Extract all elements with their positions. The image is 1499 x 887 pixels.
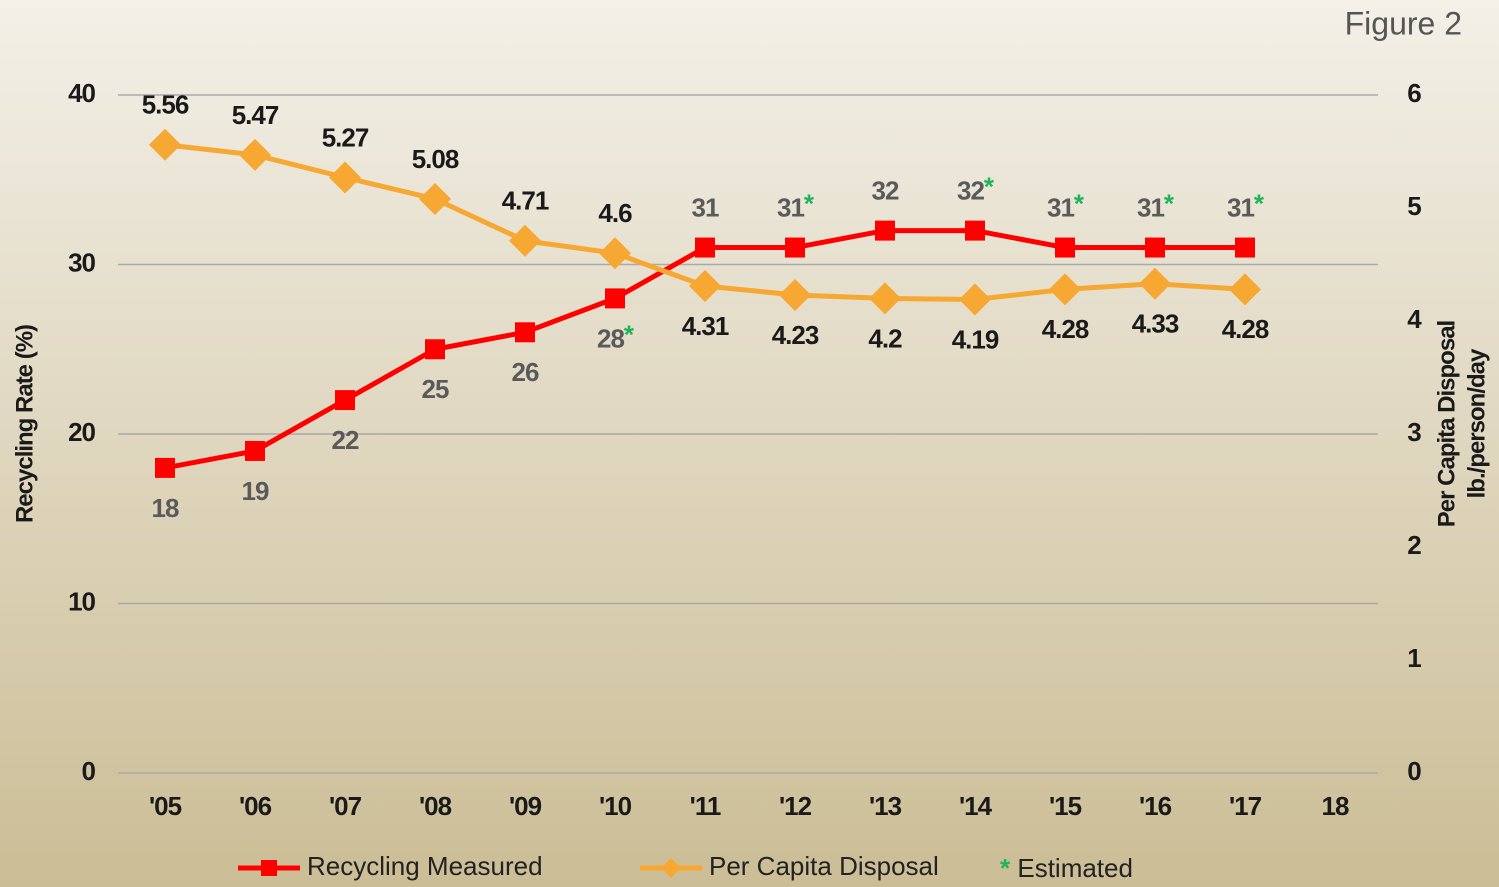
marker <box>599 237 631 270</box>
marker <box>239 138 271 171</box>
x-tick-label: '14 <box>959 791 993 821</box>
x-tick-label: '15 <box>1049 791 1082 821</box>
marker <box>689 269 721 302</box>
marker <box>785 237 805 258</box>
data-label: 4.28 <box>1042 314 1089 344</box>
y-axis-label: Recycling Rate (%) <box>11 325 38 523</box>
data-label: 31* <box>1047 188 1085 222</box>
y2-tick-label: 1 <box>1407 643 1421 673</box>
marker <box>779 279 811 312</box>
data-label: 4.23 <box>772 320 819 350</box>
marker <box>959 283 991 316</box>
y2-axis-label: Per Capita Disposal <box>1433 321 1460 527</box>
marker <box>509 224 541 257</box>
data-label: 5.56 <box>142 90 189 120</box>
marker <box>1235 237 1255 258</box>
data-label: 32 <box>872 175 899 205</box>
x-tick-label: '05 <box>149 791 182 821</box>
y2-tick-label: 5 <box>1407 191 1421 221</box>
data-label: 4.6 <box>598 198 632 228</box>
x-tick-label: '06 <box>239 791 272 821</box>
data-label: 25 <box>422 374 449 404</box>
y2-tick-label: 0 <box>1407 756 1421 786</box>
legend-note: * Estimated <box>1000 853 1133 883</box>
data-label: 31* <box>1227 188 1265 222</box>
marker <box>515 322 535 343</box>
marker <box>1139 267 1171 300</box>
x-tick-label: '12 <box>779 791 812 821</box>
x-tick-label: '07 <box>329 791 362 821</box>
data-label: 19 <box>242 476 269 506</box>
y-tick-label: 40 <box>68 78 95 108</box>
marker <box>419 182 451 215</box>
data-label: 5.08 <box>412 144 459 174</box>
y2-tick-label: 2 <box>1407 530 1421 560</box>
y2-tick-label: 6 <box>1407 78 1421 108</box>
data-label: 31* <box>1137 188 1175 222</box>
x-tick-label: '13 <box>869 791 902 821</box>
marker <box>1229 273 1261 306</box>
legend-label: Per Capita Disposal <box>709 851 939 881</box>
y-tick-label: 30 <box>68 247 95 277</box>
data-label: 4.33 <box>1132 309 1179 339</box>
x-tick-label: 18 <box>1322 791 1349 821</box>
legend-marker <box>661 858 681 878</box>
marker <box>155 457 175 478</box>
legend-label: Recycling Measured <box>307 851 543 881</box>
marker <box>605 288 625 309</box>
data-label: 4.71 <box>502 186 549 216</box>
y2-axis-label: lb./person/day <box>1463 348 1490 498</box>
data-label: 4.2 <box>868 323 902 353</box>
x-tick-label: '09 <box>509 791 542 821</box>
x-tick-label: '16 <box>1139 791 1172 821</box>
marker <box>1055 237 1075 258</box>
data-label: 32* <box>957 171 995 205</box>
marker <box>965 220 985 241</box>
marker <box>329 161 361 194</box>
y2-tick-label: 4 <box>1407 304 1422 334</box>
data-label: 22 <box>332 425 359 455</box>
marker <box>245 440 265 461</box>
data-label: 4.28 <box>1222 314 1269 344</box>
x-tick-label: '17 <box>1229 791 1262 821</box>
data-label: 5.47 <box>232 100 279 130</box>
chart-title: Figure 2 <box>1345 5 1462 41</box>
x-tick-label: '08 <box>419 791 452 821</box>
y-tick-label: 20 <box>68 417 95 447</box>
marker <box>1145 237 1165 258</box>
marker <box>335 390 355 411</box>
data-label: 4.19 <box>952 324 999 354</box>
data-label: 5.27 <box>322 122 369 152</box>
marker <box>875 220 895 241</box>
marker <box>149 128 181 161</box>
data-label: 28* <box>597 319 635 353</box>
y-tick-label: 10 <box>68 586 95 616</box>
marker <box>1049 273 1081 306</box>
y-tick-label: 0 <box>82 756 96 786</box>
data-label: 4.31 <box>682 311 729 341</box>
data-label: 18 <box>152 493 179 523</box>
x-tick-label: '11 <box>690 791 721 821</box>
marker <box>425 339 445 360</box>
marker <box>869 282 901 315</box>
y2-tick-label: 3 <box>1407 417 1421 447</box>
legend-marker <box>261 860 277 876</box>
data-label: 31 <box>692 192 719 222</box>
x-tick-label: '10 <box>599 791 632 821</box>
data-label: 31* <box>777 188 815 222</box>
marker <box>695 237 715 258</box>
data-label: 26 <box>512 357 539 387</box>
